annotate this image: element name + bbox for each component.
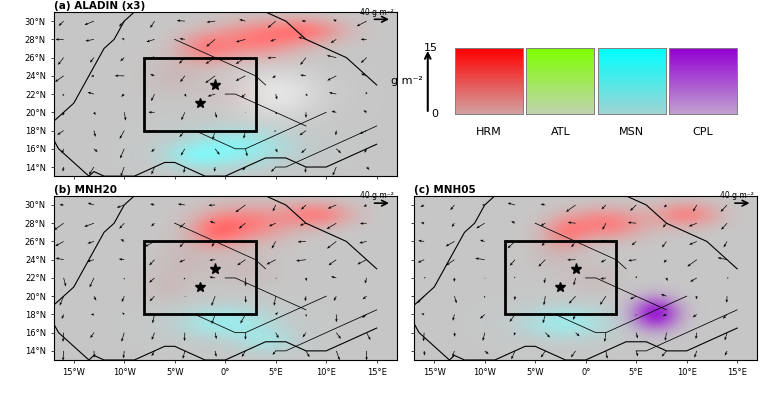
Text: ATL: ATL — [551, 127, 570, 137]
Text: 0: 0 — [431, 109, 438, 119]
Bar — [145, 242, 256, 314]
Text: g m⁻²: g m⁻² — [391, 76, 423, 86]
Text: CPL: CPL — [692, 127, 713, 137]
Text: MSN: MSN — [619, 127, 644, 137]
Text: 40 g m⁻²: 40 g m⁻² — [720, 192, 754, 200]
Text: (b) MNH20: (b) MNH20 — [54, 185, 116, 195]
Bar — [505, 242, 616, 314]
Text: 40 g m⁻²: 40 g m⁻² — [360, 192, 394, 200]
Text: HRM: HRM — [477, 127, 502, 137]
Text: (a) ALADIN (x3): (a) ALADIN (x3) — [54, 1, 145, 11]
Text: 40 g m⁻²: 40 g m⁻² — [360, 8, 394, 16]
Bar — [145, 58, 256, 130]
Text: 15: 15 — [424, 43, 438, 53]
Text: (c) MNH05: (c) MNH05 — [414, 185, 476, 195]
